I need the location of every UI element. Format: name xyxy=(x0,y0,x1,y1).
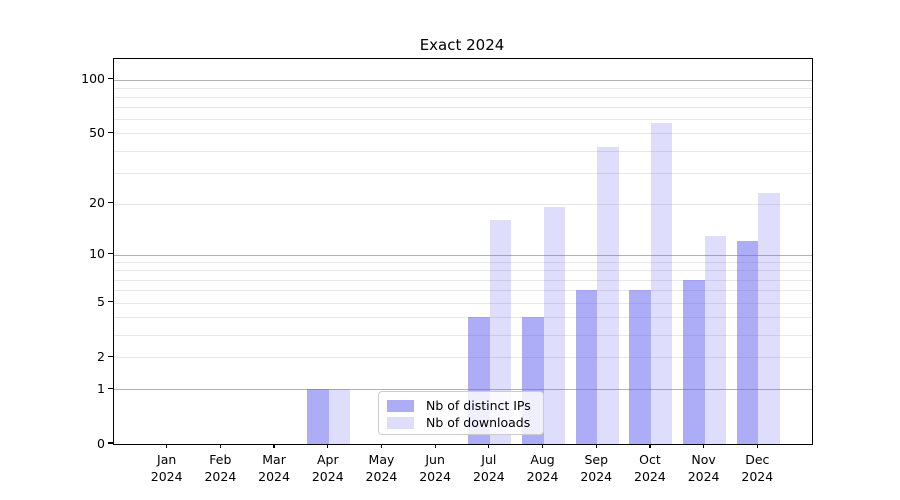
y-tick-label-20: 20 xyxy=(89,195,105,211)
y-tick-2 xyxy=(108,355,113,357)
gridline-y-5 xyxy=(114,302,812,304)
bar-distinct-ips-dec xyxy=(736,241,759,444)
y-tick-label-2: 2 xyxy=(97,348,105,364)
y-tick-label-100: 100 xyxy=(81,71,105,87)
chart-title: Exact 2024 xyxy=(419,36,505,54)
gridline-y-100 xyxy=(114,79,812,81)
x-tick-label-oct: Oct 2024 xyxy=(634,452,666,484)
gridline-y-3 xyxy=(114,334,812,336)
gridline-y-50 xyxy=(114,133,812,135)
bar-downloads-oct xyxy=(650,123,673,444)
x-tick-aug xyxy=(541,444,544,448)
x-tick-label-may: May 2024 xyxy=(365,452,398,484)
gridline-y-1 xyxy=(114,389,812,391)
y-tick-label-0: 0 xyxy=(97,435,105,451)
x-tick-label-sep: Sep 2024 xyxy=(580,452,613,484)
x-tick-jul xyxy=(488,444,490,448)
legend-swatch-downloads xyxy=(387,416,414,429)
gridline-y-90 xyxy=(114,87,812,89)
x-tick-label-apr: Apr 2024 xyxy=(311,452,344,484)
y-tick-5 xyxy=(108,300,113,303)
bar-downloads-dec xyxy=(758,193,780,444)
y-tick-label-10: 10 xyxy=(89,246,105,262)
gridline-y-80 xyxy=(114,96,812,98)
x-tick-label-jul: Jul 2024 xyxy=(472,452,505,484)
plot-area xyxy=(113,58,813,445)
x-tick-jan xyxy=(166,444,168,448)
bar-downloads-apr xyxy=(328,389,351,444)
y-tick-label-1: 1 xyxy=(97,380,105,396)
legend-item-downloads: Nb of downloads xyxy=(387,414,535,431)
x-tick-mar xyxy=(273,444,275,448)
gridline-y-9 xyxy=(114,262,812,264)
x-tick-label-aug: Aug 2024 xyxy=(526,452,559,484)
gridline-y-40 xyxy=(114,150,812,152)
y-tick-20 xyxy=(108,201,113,204)
legend-label: Nb of distinct IPs xyxy=(426,398,531,413)
gridline-y-10 xyxy=(114,254,812,256)
y-tick-10 xyxy=(108,253,113,255)
bar-distinct-ips-apr xyxy=(307,389,329,444)
x-tick-nov xyxy=(703,444,705,448)
x-tick-label-feb: Feb 2024 xyxy=(204,452,237,484)
x-tick-oct xyxy=(649,444,651,448)
x-tick-dec xyxy=(756,444,758,448)
x-tick-label-jan: Jan 2024 xyxy=(150,452,183,484)
legend: Nb of distinct IPs Nb of downloads xyxy=(378,391,544,435)
x-tick-label-jun: Jun 2024 xyxy=(419,452,452,484)
y-tick-label-50: 50 xyxy=(89,124,105,140)
legend-swatch-distinct-ips xyxy=(387,399,414,412)
y-tick-0 xyxy=(108,442,113,444)
gridline-y-70 xyxy=(114,107,812,109)
x-tick-sep xyxy=(595,444,597,448)
x-tick-may xyxy=(380,444,383,448)
gridline-y-8 xyxy=(114,270,812,272)
x-tick-apr xyxy=(327,444,329,448)
gridline-y-20 xyxy=(114,203,812,205)
bar-distinct-ips-oct xyxy=(629,290,651,444)
x-tick-jun xyxy=(434,444,436,448)
bar-downloads-jul xyxy=(489,220,512,444)
gridline-y-30 xyxy=(114,172,812,174)
legend-label: Nb of downloads xyxy=(426,415,531,430)
x-tick-feb xyxy=(219,444,221,448)
bar-downloads-sep xyxy=(597,146,619,444)
x-tick-label-dec: Dec 2024 xyxy=(741,452,774,484)
y-tick-100 xyxy=(108,77,113,80)
legend-item-distinct-ips: Nb of distinct IPs xyxy=(387,397,535,414)
y-tick-label-5: 5 xyxy=(97,294,105,309)
bar-downloads-aug xyxy=(543,207,566,444)
y-tick-50 xyxy=(108,131,113,134)
gridline-y-60 xyxy=(114,119,812,121)
gridline-y-4 xyxy=(114,316,812,318)
gridline-y-6 xyxy=(114,290,812,292)
bar-downloads-nov xyxy=(704,235,727,444)
x-tick-label-nov: Nov 2024 xyxy=(687,452,720,484)
x-tick-label-mar: Mar 2024 xyxy=(258,452,290,484)
gridline-y-7 xyxy=(114,279,812,281)
bar-distinct-ips-nov xyxy=(683,279,705,444)
bar-distinct-ips-sep xyxy=(575,290,598,444)
gridline-y-2 xyxy=(114,357,812,359)
y-tick-1 xyxy=(108,387,113,389)
